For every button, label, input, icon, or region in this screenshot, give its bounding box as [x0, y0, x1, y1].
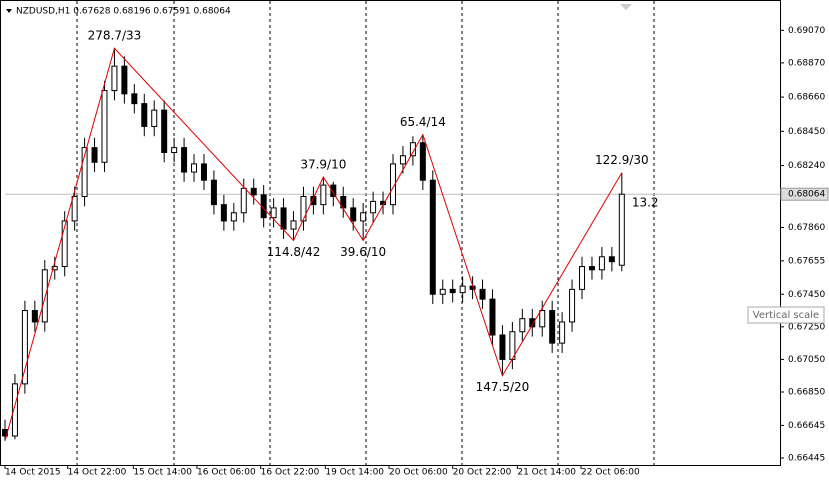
x-tick-label: 20 Oct 06:00 — [389, 468, 448, 478]
candle-body — [330, 184, 337, 197]
candle-body — [608, 256, 615, 263]
y-tick-label: 0.67655 — [788, 256, 825, 266]
candle-body — [91, 147, 98, 163]
candle-body — [499, 334, 506, 360]
y-tick-label: 0.67860 — [788, 223, 825, 233]
y-tick-label: 0.68240 — [788, 161, 825, 171]
candle-body — [61, 220, 68, 268]
candle-body — [439, 288, 446, 295]
candle-body — [21, 310, 28, 385]
candle-body — [588, 266, 595, 271]
candle-body — [360, 212, 367, 222]
x-tick-label: 19 Oct 14:00 — [325, 468, 384, 478]
candle-body — [519, 318, 526, 333]
shift-marker — [620, 4, 632, 10]
candle-body — [370, 200, 377, 214]
tooltip-box — [747, 306, 825, 324]
zigzag-label: 278.7/33 — [88, 29, 142, 43]
tooltip: Vertical scale — [753, 310, 819, 321]
y-tick-label: 0.67050 — [788, 355, 825, 365]
candle-body — [539, 310, 546, 328]
candle-body — [429, 179, 436, 295]
candle-body — [350, 207, 357, 222]
candle-body — [111, 65, 118, 92]
candle-body — [161, 109, 168, 154]
candle-body — [101, 90, 108, 163]
x-tick-label: 16 Oct 06:00 — [197, 468, 256, 478]
candle-body — [200, 163, 207, 181]
candle-body — [300, 195, 307, 222]
candle-body — [181, 147, 188, 173]
candle-body — [151, 109, 158, 127]
y-tick-label: 0.66850 — [788, 388, 825, 398]
x-tick-label: 16 Oct 22:00 — [261, 468, 320, 478]
x-tick-label: 14 Oct 2015 — [5, 468, 61, 478]
candle-body — [419, 142, 426, 181]
candle-body — [489, 298, 496, 336]
candle-body — [479, 288, 486, 300]
zigzag-label: 122.9/30 — [595, 153, 649, 167]
candle-body — [549, 310, 556, 344]
y-tick-label: 0.68660 — [788, 93, 825, 103]
x-tick-label: 21 Oct 14:00 — [517, 468, 576, 478]
candle-body — [290, 220, 297, 230]
candle-body — [618, 193, 625, 266]
x-tick-label: 20 Oct 22:00 — [453, 468, 512, 478]
y-tick-label: 0.66645 — [788, 421, 825, 431]
candle-body — [449, 288, 456, 294]
y-tick-label: 0.67250 — [788, 322, 825, 332]
current-price-label: 0.68064 — [788, 190, 825, 200]
candle-body — [280, 207, 287, 230]
candle-body — [230, 212, 237, 222]
current-price-box — [780, 187, 829, 201]
candle-body — [389, 163, 396, 206]
y-tick-label: 0.67450 — [788, 290, 825, 300]
zigzag-line — [4, 47, 623, 442]
candle-body — [210, 179, 217, 206]
candle-body — [11, 383, 18, 437]
candle-body — [270, 207, 277, 219]
candle-body — [121, 65, 128, 95]
annotation: 13.2 — [632, 196, 659, 210]
candle-body — [310, 195, 317, 206]
candle-body — [141, 103, 148, 127]
candle-body — [31, 310, 38, 323]
candle-body — [598, 256, 605, 271]
zigzag-label: 65.4/14 — [400, 115, 446, 129]
x-tick-label: 14 Oct 22:00 — [68, 468, 127, 478]
candle-body — [409, 142, 416, 157]
candle-body — [171, 147, 178, 154]
candle-body — [320, 184, 327, 206]
candle-body — [191, 163, 198, 173]
candle-body — [579, 266, 586, 290]
candle-body — [71, 195, 78, 222]
zigzag-label: 39.6/10 — [340, 245, 386, 259]
day-separators — [76, 1, 655, 465]
zigzag-label: 114.8/42 — [267, 245, 321, 259]
y-tick-label: 0.68450 — [788, 127, 825, 137]
candle-body — [240, 187, 247, 214]
candle-body — [81, 147, 88, 197]
candle-body — [41, 269, 48, 323]
candle-body — [220, 204, 227, 222]
x-tick-label: 22 Oct 06:00 — [581, 468, 640, 478]
zigzag-label: 147.5/20 — [476, 380, 530, 394]
candle-body — [399, 155, 406, 165]
menu-arrow[interactable] — [6, 9, 12, 13]
candle-body — [569, 288, 576, 323]
candle-body — [459, 285, 466, 294]
y-tick-label: 0.68870 — [788, 58, 825, 68]
candle-body — [51, 266, 58, 271]
x-tick-label: 15 Oct 14:00 — [133, 468, 192, 478]
candle-body — [559, 321, 566, 344]
zigzag-label: 37.9/10 — [300, 157, 346, 171]
candle-body — [250, 187, 257, 196]
plot-frame — [0, 0, 781, 466]
y-tick-label: 0.66445 — [788, 453, 825, 463]
chart-title: NZDUSD,H1 0.67628 0.68196 0.67591 0.6806… — [16, 7, 231, 17]
y-tick-label: 0.69070 — [788, 26, 825, 36]
candle-body — [131, 93, 138, 105]
candle-body — [529, 318, 536, 328]
